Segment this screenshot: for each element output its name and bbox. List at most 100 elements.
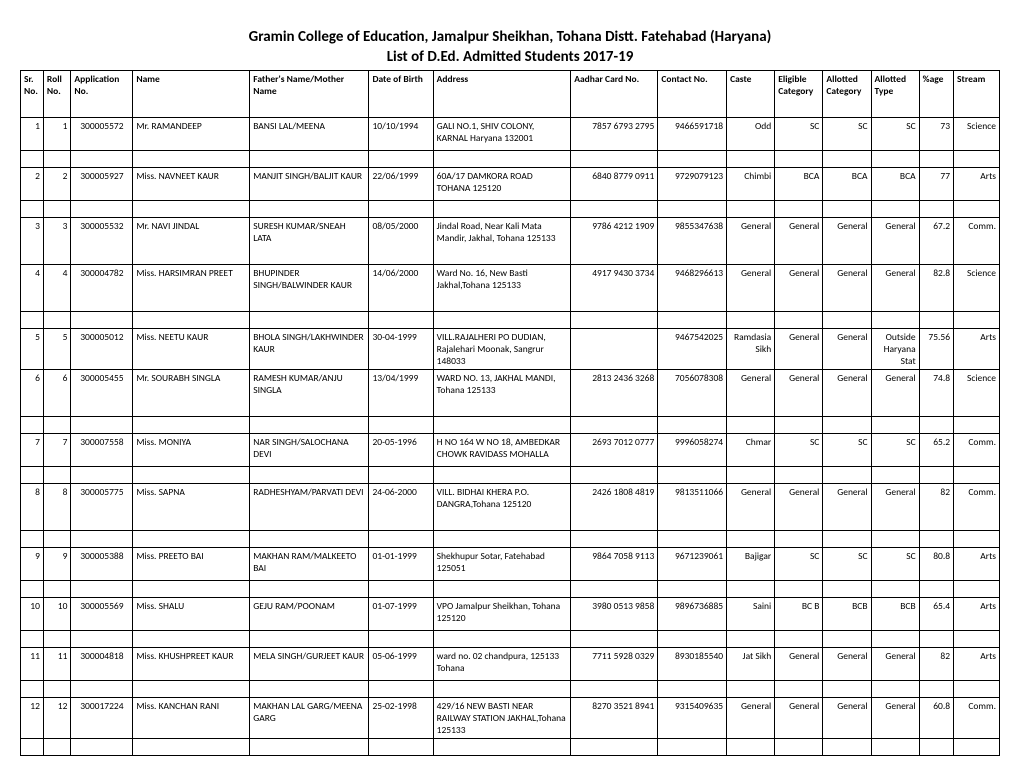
table-cell: 80.8	[919, 548, 953, 581]
table-cell: 5	[21, 329, 44, 370]
spacer-row	[21, 631, 1000, 648]
table-cell: General	[823, 484, 871, 531]
col-header: Allotted Type	[871, 71, 919, 118]
table-cell: BCB	[871, 598, 919, 631]
table-cell: Miss. SHALU	[133, 598, 250, 631]
table-cell: SC	[871, 434, 919, 467]
table-cell: BANSI LAL/MEENA	[250, 118, 369, 151]
table-cell: 82	[919, 648, 953, 681]
table-cell: Miss. SAPNA	[133, 484, 250, 531]
col-header: Roll No.	[43, 71, 71, 118]
table-cell	[571, 329, 658, 370]
table-cell: SC	[775, 548, 823, 581]
table-cell: BHUPINDER SINGH/BALWINDER KAUR	[250, 265, 369, 312]
col-header: %age	[919, 71, 953, 118]
table-cell: General	[823, 265, 871, 312]
table-cell: Outside Haryana Stat	[871, 329, 919, 370]
table-cell: 300005012	[71, 329, 133, 370]
table-cell: 9	[43, 548, 71, 581]
table-cell: Miss. NAVNEET KAUR	[133, 168, 250, 201]
table-cell: Comm.	[954, 434, 1000, 467]
col-header: Date of Birth	[369, 71, 433, 118]
table-row: 55300005012Miss. NEETU KAURBHOLA SINGH/L…	[21, 329, 1000, 370]
table-cell: 6	[21, 370, 44, 417]
table-cell: SURESH KUMAR/SNEAH LATA	[250, 218, 369, 265]
table-cell: Miss. NEETU KAUR	[133, 329, 250, 370]
col-header: Name	[133, 71, 250, 118]
table-cell: 7	[21, 434, 44, 467]
table-cell: 9813511066	[658, 484, 727, 531]
table-cell: WARD NO. 13, JAKHAL MANDI, Tohana 125133	[433, 370, 571, 417]
table-cell: Bajigar	[727, 548, 775, 581]
spacer-row	[21, 151, 1000, 168]
table-cell: 11	[21, 648, 44, 681]
table-cell: Arts	[954, 648, 1000, 681]
table-cell: Comm.	[954, 484, 1000, 531]
table-cell: H NO 164 W NO 18, AMBEDKAR CHOWK RAVIDAS…	[433, 434, 571, 467]
table-cell: 7056078308	[658, 370, 727, 417]
table-cell: Jindal Road, Near Kali Mata Mandir, Jakh…	[433, 218, 571, 265]
table-cell: BHOLA SINGH/LAKHWINDER KAUR	[250, 329, 369, 370]
col-header: Contact No.	[658, 71, 727, 118]
table-cell: 82.8	[919, 265, 953, 312]
table-header-row: Sr. No.Roll No.Application No.NameFather…	[21, 71, 1000, 118]
table-row: 1111300004818Miss. KHUSHPREET KAURMELA S…	[21, 648, 1000, 681]
table-cell: 9864 7058 9113	[571, 548, 658, 581]
table-cell: 01-01-1999	[369, 548, 433, 581]
table-cell: Saini	[727, 598, 775, 631]
table-cell: Science	[954, 370, 1000, 417]
table-row: 1010300005569Miss. SHALUGEJU RAM/POONAM0…	[21, 598, 1000, 631]
table-cell: 9671239061	[658, 548, 727, 581]
table-cell: Mr. SOURABH SINGLA	[133, 370, 250, 417]
table-cell: SC	[871, 118, 919, 151]
table-cell: SC	[823, 118, 871, 151]
spacer-row	[21, 467, 1000, 484]
table-cell: General	[871, 648, 919, 681]
table-cell: 8930185540	[658, 648, 727, 681]
col-header: Caste	[727, 71, 775, 118]
table-cell: Jat Sikh	[727, 648, 775, 681]
page-subtitle: List of D.Ed. Admitted Students 2017-19	[20, 48, 1000, 66]
table-row: 88300005775Miss. SAPNARADHESHYAM/PARVATI…	[21, 484, 1000, 531]
table-cell: 9729079123	[658, 168, 727, 201]
table-cell: 4	[21, 265, 44, 312]
table-row: 99300005388Miss. PREETO BAIMAKHAN RAM/MA…	[21, 548, 1000, 581]
table-cell: 25-02-1998	[369, 698, 433, 739]
table-cell: SC	[775, 434, 823, 467]
table-cell: 2426 1808 4819	[571, 484, 658, 531]
table-cell: 300005388	[71, 548, 133, 581]
table-cell: 10/10/1994	[369, 118, 433, 151]
table-cell: 9467542025	[658, 329, 727, 370]
table-cell: MAKHAN LAL GARG/MEENA GARG	[250, 698, 369, 739]
table-cell: MANJIT SINGH/BALJIT KAUR	[250, 168, 369, 201]
table-cell: General	[871, 218, 919, 265]
table-cell: 24-06-2000	[369, 484, 433, 531]
table-cell: 300004782	[71, 265, 133, 312]
table-cell: 20-05-1996	[369, 434, 433, 467]
table-cell: General	[823, 218, 871, 265]
table-cell: 6	[43, 370, 71, 417]
table-cell: General	[727, 370, 775, 417]
table-cell: 12	[43, 698, 71, 739]
table-row: 77300007558Miss. MONIYANAR SINGH/SALOCHA…	[21, 434, 1000, 467]
table-cell: General	[871, 265, 919, 312]
table-cell: 13/04/1999	[369, 370, 433, 417]
col-header: Application No.	[71, 71, 133, 118]
table-cell: 300005455	[71, 370, 133, 417]
spacer-row	[21, 531, 1000, 548]
table-cell: 9855347638	[658, 218, 727, 265]
table-cell: 10	[21, 598, 44, 631]
table-cell: Ramdasia Sikh	[727, 329, 775, 370]
table-cell: General	[823, 329, 871, 370]
table-cell: Mr. RAMANDEEP	[133, 118, 250, 151]
table-cell: 7857 6793 2795	[571, 118, 658, 151]
table-row: 11300005572Mr. RAMANDEEPBANSI LAL/MEENA1…	[21, 118, 1000, 151]
table-cell: BCA	[871, 168, 919, 201]
table-cell: Mr. NAVI JINDAL	[133, 218, 250, 265]
spacer-row	[21, 201, 1000, 218]
table-cell: Arts	[954, 168, 1000, 201]
table-cell: General	[775, 698, 823, 739]
table-cell: BCA	[823, 168, 871, 201]
table-cell: General	[727, 698, 775, 739]
table-cell: 4	[43, 265, 71, 312]
